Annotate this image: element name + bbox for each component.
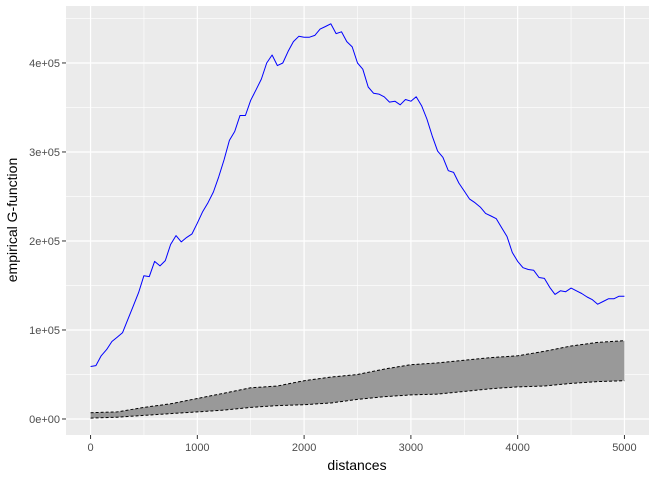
y-axis-title: empirical G-function bbox=[4, 158, 20, 283]
y-tick-label: 4e+05 bbox=[29, 58, 60, 70]
g-function-line bbox=[90, 23, 625, 367]
series-layer bbox=[90, 23, 625, 367]
grid-major bbox=[66, 6, 649, 435]
y-tick-label: 0e+00 bbox=[29, 414, 60, 426]
envelope-upper-line bbox=[90, 340, 625, 414]
envelope-band bbox=[90, 340, 625, 419]
x-tick-label: 4000 bbox=[505, 442, 529, 454]
x-tick-label: 5000 bbox=[612, 442, 636, 454]
x-axis: 0 1000 2000 3000 4000 5000 bbox=[87, 435, 637, 454]
y-tick-label: 3e+05 bbox=[29, 147, 60, 159]
envelope-layer bbox=[90, 340, 625, 419]
x-tick-label: 3000 bbox=[399, 442, 423, 454]
x-tick-label: 0 bbox=[87, 442, 93, 454]
x-axis-title: distances bbox=[327, 457, 386, 473]
x-tick-label: 1000 bbox=[185, 442, 209, 454]
envelope-lower-line bbox=[90, 380, 625, 419]
y-axis: 0e+00 1e+05 2e+05 3e+05 4e+05 bbox=[29, 58, 66, 426]
y-tick-label: 1e+05 bbox=[29, 325, 60, 337]
x-tick-label: 2000 bbox=[292, 442, 316, 454]
y-tick-label: 2e+05 bbox=[29, 236, 60, 248]
